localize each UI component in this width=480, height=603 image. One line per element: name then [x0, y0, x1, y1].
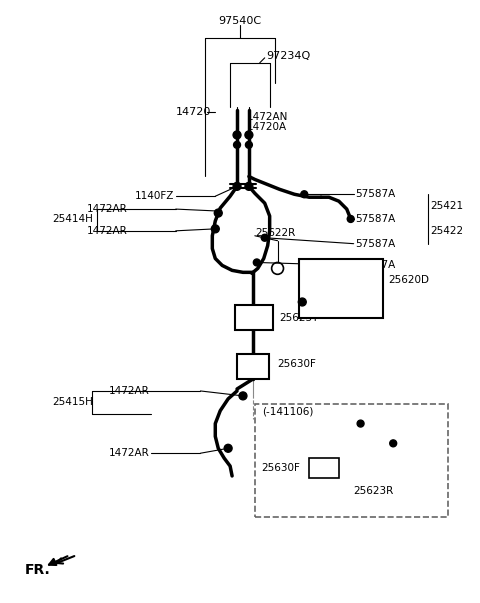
Bar [235, 305, 273, 330]
Text: 1472AN: 1472AN [247, 112, 288, 122]
Text: 57587A: 57587A [356, 189, 396, 199]
Text: 1472AR: 1472AR [108, 386, 149, 396]
Text: 25630F: 25630F [262, 463, 300, 473]
Text: 1472AR: 1472AR [86, 226, 127, 236]
Bar [237, 355, 269, 379]
Text: 25630F: 25630F [277, 359, 316, 369]
Text: 25415H: 25415H [52, 397, 93, 407]
Circle shape [261, 235, 268, 241]
Text: 1140FZ: 1140FZ [134, 191, 174, 201]
Text: FR.: FR. [24, 563, 50, 577]
Circle shape [253, 259, 260, 266]
Text: 25623R: 25623R [354, 486, 394, 496]
Bar [309, 458, 339, 478]
Circle shape [224, 444, 232, 452]
Text: 25421: 25421 [430, 201, 463, 211]
Circle shape [239, 392, 247, 400]
Text: 57587A: 57587A [356, 260, 396, 270]
Circle shape [233, 182, 241, 191]
Bar [300, 259, 384, 318]
Circle shape [390, 440, 396, 447]
Text: 97234Q: 97234Q [267, 51, 311, 61]
Circle shape [245, 141, 252, 148]
Text: 1472AR: 1472AR [86, 204, 127, 214]
Text: 25622R: 25622R [255, 228, 295, 238]
Text: 14720: 14720 [176, 107, 211, 117]
Text: 1472AR: 1472AR [108, 448, 149, 458]
Circle shape [357, 420, 364, 427]
Text: 25620D: 25620D [388, 275, 429, 285]
Circle shape [233, 131, 241, 139]
Circle shape [347, 215, 354, 223]
Text: 57587A: 57587A [356, 214, 396, 224]
Circle shape [214, 209, 222, 217]
Text: 25414H: 25414H [52, 214, 93, 224]
Text: 25623T: 25623T [279, 313, 319, 323]
Circle shape [245, 182, 253, 191]
Text: 57587A: 57587A [356, 239, 396, 248]
Text: 25422: 25422 [430, 226, 463, 236]
Circle shape [211, 225, 219, 233]
Circle shape [234, 141, 240, 148]
Text: (-141106): (-141106) [262, 406, 313, 417]
Circle shape [298, 298, 306, 306]
Text: 97540C: 97540C [218, 16, 262, 27]
Text: 14720A: 14720A [247, 122, 287, 132]
Circle shape [301, 191, 308, 198]
Text: 1125DA: 1125DA [314, 300, 356, 310]
Bar [255, 404, 447, 517]
Circle shape [245, 131, 253, 139]
